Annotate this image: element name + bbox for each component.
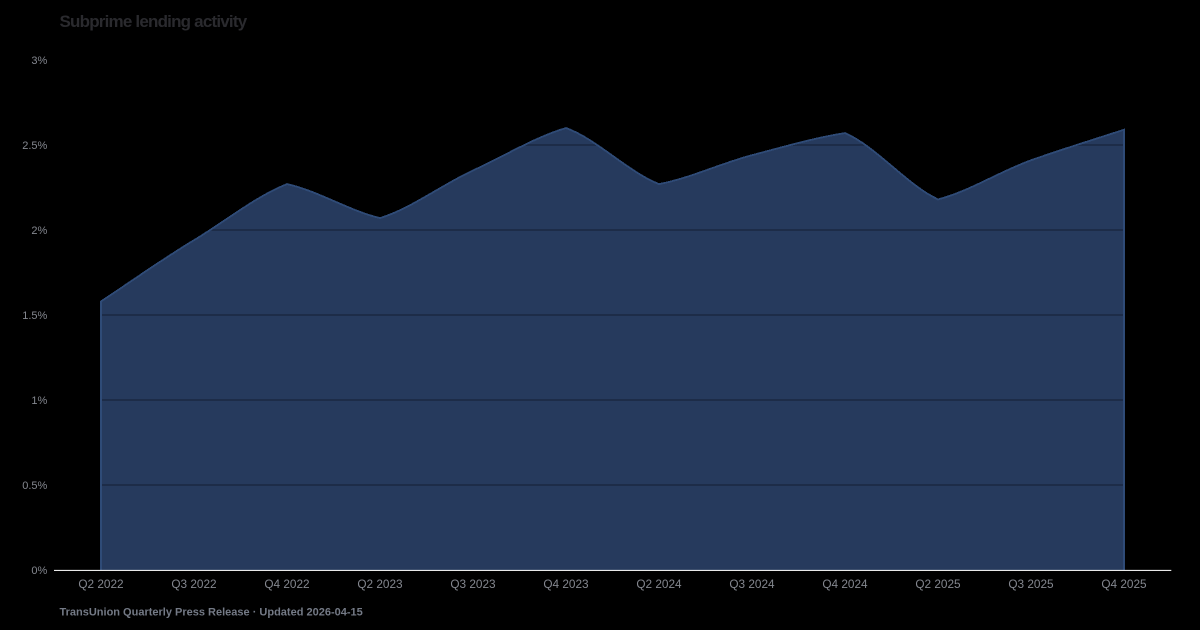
svg-text:Q4 2024: Q4 2024 xyxy=(822,577,868,591)
svg-text:Q2 2025: Q2 2025 xyxy=(915,577,961,591)
svg-text:Q3 2024: Q3 2024 xyxy=(729,577,775,591)
svg-text:2%: 2% xyxy=(31,225,47,237)
svg-text:0%: 0% xyxy=(31,565,47,577)
svg-text:Q4 2023: Q4 2023 xyxy=(543,577,589,591)
svg-text:1%: 1% xyxy=(31,395,47,407)
svg-text:3%: 3% xyxy=(31,55,47,67)
svg-text:Q2 2022: Q2 2022 xyxy=(78,577,123,591)
svg-text:Q2 2023: Q2 2023 xyxy=(357,577,403,591)
svg-text:0.5%: 0.5% xyxy=(22,480,47,492)
svg-text:Q3 2025: Q3 2025 xyxy=(1008,577,1054,591)
svg-text:Q3 2023: Q3 2023 xyxy=(450,577,496,591)
svg-text:2.5%: 2.5% xyxy=(22,140,47,152)
svg-text:Q4 2025: Q4 2025 xyxy=(1101,577,1147,591)
svg-text:Q4 2022: Q4 2022 xyxy=(264,577,309,591)
svg-text:Q3 2022: Q3 2022 xyxy=(171,577,216,591)
svg-text:TransUnion Quarterly Press Rel: TransUnion Quarterly Press Release · Upd… xyxy=(60,606,363,618)
svg-text:1.5%: 1.5% xyxy=(22,310,47,322)
svg-text:Q2 2024: Q2 2024 xyxy=(636,577,682,591)
svg-text:Subprime lending activity: Subprime lending activity xyxy=(60,12,248,31)
